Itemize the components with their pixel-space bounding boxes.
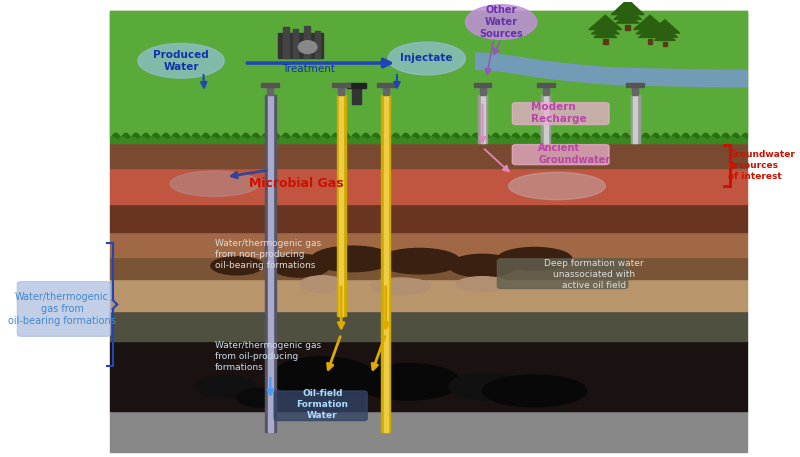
Bar bbox=[110, 257, 746, 279]
Ellipse shape bbox=[300, 276, 345, 292]
Polygon shape bbox=[634, 15, 666, 30]
Bar bbox=[110, 11, 746, 138]
Ellipse shape bbox=[356, 364, 460, 400]
Bar bbox=[267, 84, 274, 95]
Bar bbox=[626, 83, 644, 87]
Ellipse shape bbox=[196, 375, 255, 398]
Bar bbox=[630, 95, 639, 143]
FancyBboxPatch shape bbox=[18, 282, 110, 336]
Bar bbox=[543, 84, 549, 95]
Ellipse shape bbox=[498, 248, 572, 270]
Ellipse shape bbox=[270, 357, 374, 398]
Polygon shape bbox=[636, 23, 664, 34]
Text: Microbial Gas: Microbial Gas bbox=[249, 177, 344, 190]
Bar bbox=[339, 95, 343, 316]
Polygon shape bbox=[589, 15, 622, 30]
Bar bbox=[544, 95, 548, 143]
Polygon shape bbox=[650, 20, 680, 33]
Bar bbox=[478, 95, 487, 143]
Bar bbox=[603, 39, 607, 44]
Bar bbox=[283, 27, 289, 58]
Bar bbox=[337, 95, 346, 316]
Bar bbox=[315, 31, 319, 58]
Ellipse shape bbox=[170, 171, 259, 197]
Polygon shape bbox=[611, 0, 644, 15]
Ellipse shape bbox=[482, 375, 586, 407]
Ellipse shape bbox=[311, 246, 394, 271]
Bar bbox=[542, 95, 550, 143]
Text: Water/thermogenic
gas from
oil-bearing formations: Water/thermogenic gas from oil-bearing f… bbox=[8, 292, 116, 326]
Bar bbox=[384, 95, 388, 432]
Bar bbox=[332, 83, 350, 87]
FancyBboxPatch shape bbox=[274, 391, 367, 420]
Bar bbox=[632, 84, 638, 95]
Polygon shape bbox=[591, 23, 619, 34]
Polygon shape bbox=[654, 33, 675, 40]
Text: Ancient
Groundwater: Ancient Groundwater bbox=[538, 143, 610, 165]
Bar bbox=[648, 39, 652, 44]
Ellipse shape bbox=[457, 276, 509, 291]
Bar bbox=[474, 83, 491, 87]
Text: Water/thermogenic gas
from non-producing
oil-bearing formations: Water/thermogenic gas from non-producing… bbox=[214, 239, 321, 270]
Bar bbox=[633, 95, 637, 143]
Ellipse shape bbox=[449, 255, 516, 277]
Bar bbox=[110, 204, 746, 232]
Bar bbox=[481, 95, 485, 143]
Text: Treatment: Treatment bbox=[282, 64, 334, 74]
Ellipse shape bbox=[378, 249, 460, 274]
Bar bbox=[338, 84, 344, 95]
Bar bbox=[110, 341, 746, 411]
Text: Injectate: Injectate bbox=[401, 53, 453, 64]
Bar bbox=[278, 33, 322, 58]
Polygon shape bbox=[594, 30, 617, 37]
Bar bbox=[347, 83, 366, 88]
Bar bbox=[626, 25, 630, 30]
Text: Deep formation water
unassociated with
active oil field: Deep formation water unassociated with a… bbox=[544, 259, 644, 291]
Bar bbox=[110, 279, 746, 311]
Ellipse shape bbox=[449, 373, 523, 400]
Text: Produced
Water: Produced Water bbox=[154, 49, 209, 72]
Ellipse shape bbox=[298, 41, 317, 53]
Bar bbox=[382, 95, 390, 432]
Bar bbox=[479, 84, 486, 95]
Bar bbox=[383, 84, 389, 95]
Text: Other
Water
Sources: Other Water Sources bbox=[479, 5, 523, 39]
Ellipse shape bbox=[509, 172, 606, 200]
Ellipse shape bbox=[138, 43, 224, 78]
FancyBboxPatch shape bbox=[512, 144, 609, 165]
Bar bbox=[293, 29, 298, 58]
Bar bbox=[110, 143, 746, 168]
Polygon shape bbox=[638, 30, 662, 37]
Ellipse shape bbox=[466, 5, 537, 39]
Text: Oil-field
Formation
Water: Oil-field Formation Water bbox=[297, 389, 349, 420]
Ellipse shape bbox=[371, 278, 430, 294]
Bar bbox=[304, 26, 310, 58]
Bar bbox=[352, 84, 362, 104]
Bar bbox=[537, 83, 554, 87]
Bar bbox=[262, 83, 279, 87]
Bar bbox=[662, 42, 667, 47]
Text: Groundwater
resources
of interest: Groundwater resources of interest bbox=[728, 150, 795, 181]
Bar bbox=[110, 232, 746, 257]
Ellipse shape bbox=[211, 257, 263, 275]
FancyBboxPatch shape bbox=[512, 103, 609, 124]
Bar bbox=[110, 311, 746, 341]
Bar bbox=[268, 95, 273, 432]
Bar bbox=[266, 95, 276, 432]
Ellipse shape bbox=[270, 255, 330, 277]
Bar bbox=[377, 83, 394, 87]
Text: Water/thermogenic gas
from oil-producing
formations: Water/thermogenic gas from oil-producing… bbox=[214, 341, 321, 372]
Ellipse shape bbox=[388, 42, 466, 75]
Bar bbox=[110, 11, 746, 143]
Polygon shape bbox=[614, 8, 642, 19]
Polygon shape bbox=[652, 27, 678, 37]
Polygon shape bbox=[616, 15, 639, 23]
Bar bbox=[110, 411, 746, 452]
Ellipse shape bbox=[237, 389, 282, 407]
FancyBboxPatch shape bbox=[498, 259, 628, 288]
Text: Modern
Recharge: Modern Recharge bbox=[531, 102, 586, 124]
Bar bbox=[110, 168, 746, 204]
